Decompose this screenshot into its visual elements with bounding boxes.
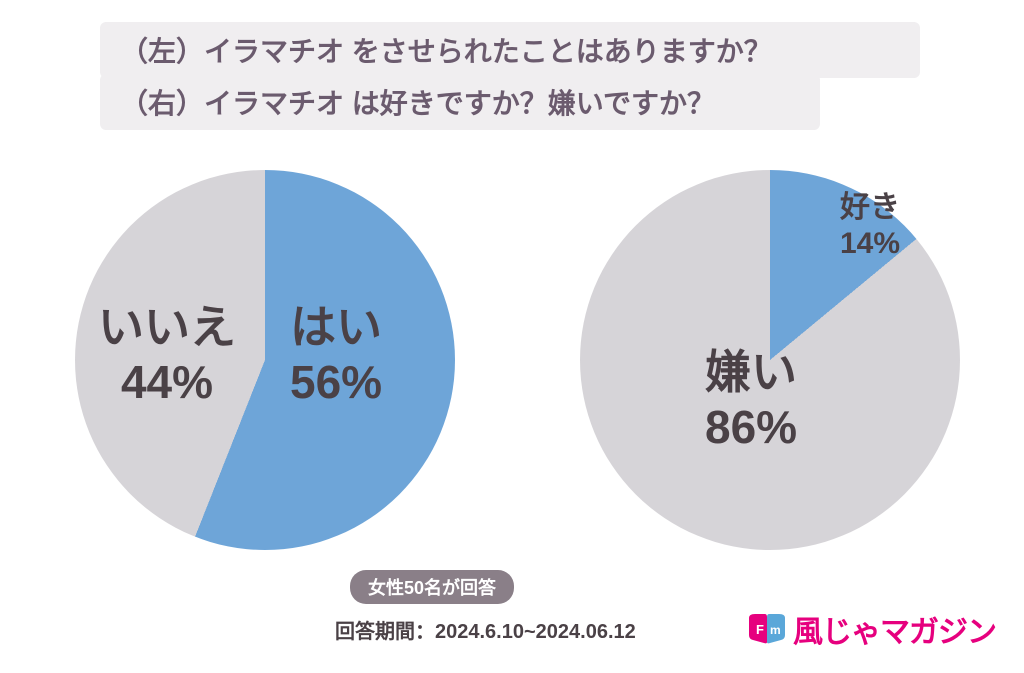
brand-logo: F m 風じゃマガジン bbox=[747, 607, 996, 651]
period-label: 回答期間： bbox=[335, 621, 435, 643]
slice-pct: 56% bbox=[290, 355, 382, 410]
slice-name: 嫌い bbox=[705, 345, 797, 400]
survey-period: 回答期間：2024.6.10~2024.06.12 bbox=[335, 615, 636, 644]
slice-name: はい bbox=[290, 300, 382, 355]
svg-text:F: F bbox=[756, 622, 764, 637]
slice-label-dislike: 嫌い 86% bbox=[705, 345, 797, 455]
logo-text: 風じゃマガジン bbox=[793, 607, 996, 651]
slice-label-like: 好き 14% bbox=[840, 190, 900, 262]
badge-text: 女性50名が回答 bbox=[368, 578, 496, 598]
slice-pct: 44% bbox=[98, 355, 236, 410]
respondent-badge: 女性50名が回答 bbox=[350, 570, 514, 604]
slice-label-yes: はい 56% bbox=[290, 300, 382, 410]
slice-name: いいえ bbox=[98, 300, 236, 355]
question-title-right: （右）イラマチオ は好きですか？嫌いですか？ bbox=[100, 74, 820, 130]
period-value: 2024.6.10~2024.06.12 bbox=[435, 621, 636, 643]
slice-pct: 86% bbox=[705, 400, 797, 455]
slice-label-no: いいえ 44% bbox=[98, 300, 236, 410]
svg-text:m: m bbox=[770, 623, 781, 637]
charts-container: はい 56% いいえ 44% 好き 14% 嫌い 86% bbox=[0, 150, 1024, 570]
logo-book-icon: F m bbox=[747, 612, 787, 646]
slice-name: 好き bbox=[840, 190, 900, 226]
slice-pct: 14% bbox=[840, 226, 900, 262]
question-title-left: （左）イラマチオ をさせられたことはありますか？ bbox=[100, 22, 920, 78]
title-text-1: （左）イラマチオ をさせられたことはありますか？ bbox=[120, 36, 772, 67]
title-text-2: （右）イラマチオ は好きですか？嫌いですか？ bbox=[120, 88, 715, 119]
